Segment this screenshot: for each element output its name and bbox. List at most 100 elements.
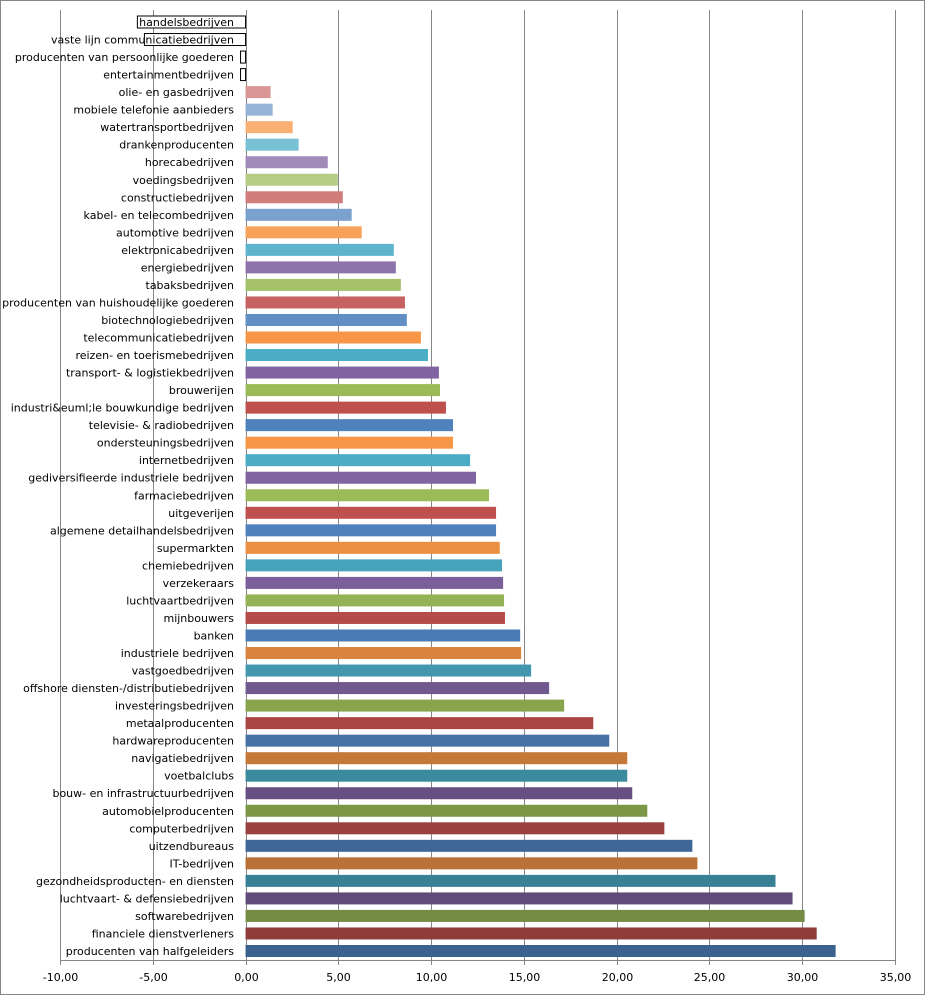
category-label: watertransportbedrijven [100,121,234,134]
category-label: gediversifieerde industriele bedrijven [28,472,234,485]
x-tick-label: -5,00 [139,971,167,984]
bar [245,208,352,221]
x-tick-label: 0,00 [234,971,259,984]
category-label: producenten van persoonlijke goederen [15,51,234,64]
category-label: voedingsbedrijven [133,174,234,187]
bar [245,717,594,730]
category-label: metaalproducenten [126,717,234,730]
category-label: chemiebedrijven [142,559,234,572]
bar [245,541,500,554]
bar [245,401,446,414]
category-label: farmaciebedrijven [134,489,234,502]
category-label: banken [194,629,234,642]
bar [245,103,273,116]
category-label: vaste lijn communicatiebedrijven [51,34,234,47]
category-label: mijnbouwers [163,612,234,625]
category-label: financiele dienstverleners [92,927,235,940]
bar [245,699,565,712]
category-label: vastgoedbedrijven [132,665,234,678]
bar [245,243,394,256]
bar [245,384,441,397]
category-label: reizen- en toerismebedrijven [75,349,234,362]
category-label: internetbedrijven [139,454,234,467]
bar [245,682,550,695]
bar [245,839,693,852]
bar [245,366,439,379]
bar [245,857,698,870]
bar [143,33,247,47]
category-label: bouw- en infrastructuurbedrijven [52,787,234,800]
bar [245,419,454,432]
bar [245,769,628,782]
category-label: televisie- & radiobedrijven [89,419,234,432]
category-label: industriele bedrijven [121,647,234,660]
bar [245,278,401,291]
category-label: tabaksbedrijven [146,279,235,292]
category-label: industri&euml;le bouwkundige bedrijven [11,402,234,415]
bar [240,50,247,64]
bar [245,226,362,239]
bar [245,734,610,747]
bar [245,436,454,449]
x-tick-label: 35,00 [880,971,912,984]
bar [245,331,421,344]
x-tick-label: 5,00 [326,971,351,984]
bar [136,15,247,29]
category-label: producenten van huishoudelijke goederen [2,296,234,309]
bar [245,594,505,607]
category-label: olie- en gasbedrijven [119,86,234,99]
category-label: automobielproducenten [102,805,234,818]
bar [245,313,407,326]
bar [245,489,490,502]
category-label: algemene detailhandelsbedrijven [50,524,234,537]
bar [245,506,497,519]
category-label: brouwerijen [169,384,234,397]
category-label: luchtvaartbedrijven [126,594,234,607]
x-tick-label: 30,00 [787,971,819,984]
category-label: uitgeverijen [168,507,234,520]
category-label: telecommunicatiebedrijven [83,332,234,345]
category-label: verzekeraars [163,577,235,590]
category-label: navigatiebedrijven [131,752,234,765]
category-label: biotechnologiebedrijven [101,314,234,327]
category-label: hardwareproducenten [112,735,234,748]
bar [245,874,776,887]
bar [245,804,648,817]
bar [245,173,338,186]
bar [245,121,293,134]
bar [245,576,504,589]
category-label: uitzendbureaus [149,840,235,853]
bar [245,296,405,309]
bar [245,909,805,922]
category-label: supermarkten [157,542,234,555]
category-label: energiebedrijven [141,261,234,274]
bar [245,156,328,169]
category-label: entertainmentbedrijven [103,69,234,82]
category-label: drankenproducenten [119,139,234,152]
bar [245,261,396,274]
category-label: softwarebedrijven [135,910,234,923]
bar [245,822,665,835]
x-tick-label: 10,00 [416,971,448,984]
bar [245,454,471,467]
category-label: producenten van halfgeleiders [66,945,235,958]
category-label: transport- & logistiekbedrijven [66,367,234,380]
x-tick-label: 20,00 [602,971,634,984]
category-label: mobiele telefonie aanbieders [73,104,234,117]
category-label: luchtvaart- & defensiebedrijven [60,892,234,905]
category-label: automotive bedrijven [116,226,234,239]
category-label: computerbedrijven [129,822,234,835]
category-label: voetbalclubs [164,770,234,783]
bar [245,191,343,204]
x-tick-label: -10,00 [43,971,78,984]
category-label: kabel- en telecombedrijven [84,209,234,222]
bar [245,349,428,362]
category-label: IT-bedrijven [169,857,234,870]
category-label: horecabedrijven [145,156,234,169]
bar [245,787,633,800]
category-label: ondersteuningsbedrijven [97,437,234,450]
bar [245,664,532,677]
bar [245,629,521,642]
bar [245,559,502,572]
